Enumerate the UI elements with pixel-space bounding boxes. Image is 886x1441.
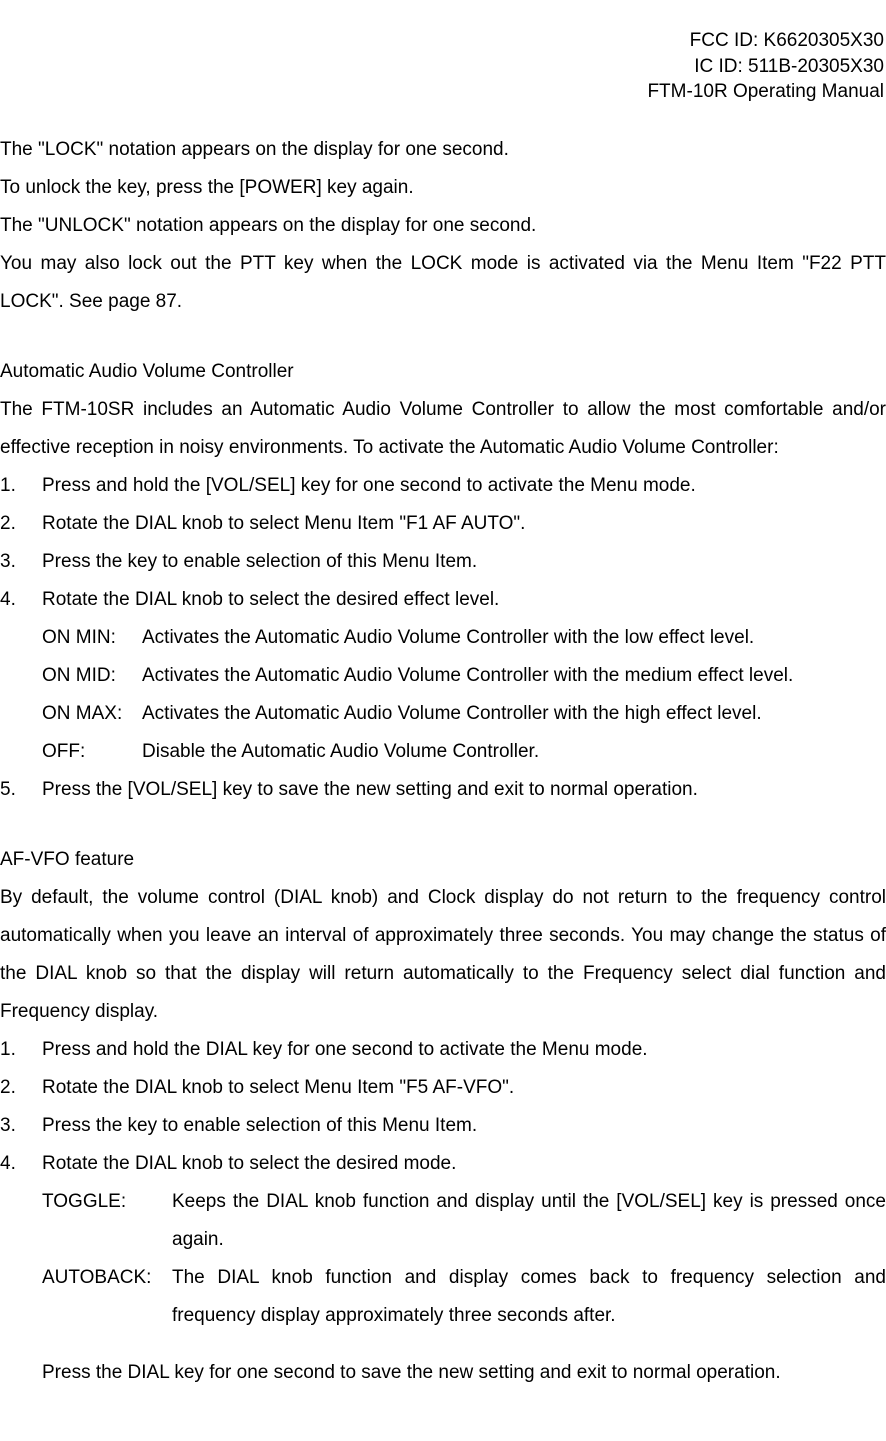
fcc-id-line: FCC ID: K6620305X30 <box>0 28 884 54</box>
aavc-step-1: Press and hold the [VOL/SEL] key for one… <box>0 467 886 505</box>
intro-paragraph-1: The "LOCK" notation appears on the displ… <box>0 131 886 169</box>
afvfo-def-toggle: TOGGLE: Keeps the DIAL knob function and… <box>42 1183 886 1259</box>
afvfo-step-2: Rotate the DIAL knob to select Menu Item… <box>0 1069 886 1107</box>
section-aavc-title: Automatic Audio Volume Controller <box>0 353 886 391</box>
def-desc: Keeps the DIAL knob function and display… <box>172 1183 886 1259</box>
aavc-def-on-mid: ON MID: Activates the Automatic Audio Vo… <box>42 657 886 695</box>
afvfo-final-line: Press the DIAL key for one second to sav… <box>0 1354 886 1392</box>
aavc-def-off: OFF: Disable the Automatic Audio Volume … <box>42 733 886 771</box>
intro-paragraph-3: The "UNLOCK" notation appears on the dis… <box>0 207 886 245</box>
def-term: ON MID: <box>42 657 142 695</box>
def-desc: Activates the Automatic Audio Volume Con… <box>142 657 886 695</box>
document-page: FCC ID: K6620305X30 IC ID: 511B-20305X30… <box>0 0 886 1441</box>
def-desc: Disable the Automatic Audio Volume Contr… <box>142 733 886 771</box>
intro-paragraph-4: You may also lock out the PTT key when t… <box>0 245 886 321</box>
aavc-definitions: ON MIN: Activates the Automatic Audio Vo… <box>0 619 886 771</box>
manual-title-line: FTM-10R Operating Manual <box>0 79 884 105</box>
afvfo-step-4: Rotate the DIAL knob to select the desir… <box>0 1145 886 1183</box>
aavc-steps-list-cont: Press the [VOL/SEL] key to save the new … <box>0 771 886 809</box>
def-desc: Activates the Automatic Audio Volume Con… <box>142 695 886 733</box>
section-afvfo-title: AF-VFO feature <box>0 841 886 879</box>
aavc-step-4: Rotate the DIAL knob to select the desir… <box>0 581 886 619</box>
def-desc: The DIAL knob function and display comes… <box>172 1259 886 1335</box>
aavc-step-2: Rotate the DIAL knob to select Menu Item… <box>0 505 886 543</box>
afvfo-step-3: Press the key to enable selection of thi… <box>0 1107 886 1145</box>
section-afvfo-desc: By default, the volume control (DIAL kno… <box>0 879 886 1031</box>
def-desc: Activates the Automatic Audio Volume Con… <box>142 619 886 657</box>
afvfo-def-autoback: AUTOBACK: The DIAL knob function and dis… <box>42 1259 886 1335</box>
section-aavc-desc: The FTM-10SR includes an Automatic Audio… <box>0 391 886 467</box>
afvfo-step-1: Press and hold the DIAL key for one seco… <box>0 1031 886 1069</box>
def-term: OFF: <box>42 733 142 771</box>
aavc-step-3: Press the key to enable selection of thi… <box>0 543 886 581</box>
intro-paragraph-2: To unlock the key, press the [POWER] key… <box>0 169 886 207</box>
def-term: TOGGLE: <box>42 1183 172 1221</box>
aavc-def-on-min: ON MIN: Activates the Automatic Audio Vo… <box>42 619 886 657</box>
aavc-steps-list: Press and hold the [VOL/SEL] key for one… <box>0 467 886 619</box>
def-term: ON MIN: <box>42 619 142 657</box>
ic-id-line: IC ID: 511B-20305X30 <box>0 54 884 80</box>
page-header: FCC ID: K6620305X30 IC ID: 511B-20305X30… <box>0 28 886 105</box>
aavc-step-5: Press the [VOL/SEL] key to save the new … <box>0 771 886 809</box>
def-term: ON MAX: <box>42 695 142 733</box>
aavc-def-on-max: ON MAX: Activates the Automatic Audio Vo… <box>42 695 886 733</box>
afvfo-steps-list: Press and hold the DIAL key for one seco… <box>0 1031 886 1183</box>
afvfo-definitions: TOGGLE: Keeps the DIAL knob function and… <box>0 1183 886 1335</box>
def-term: AUTOBACK: <box>42 1259 172 1297</box>
